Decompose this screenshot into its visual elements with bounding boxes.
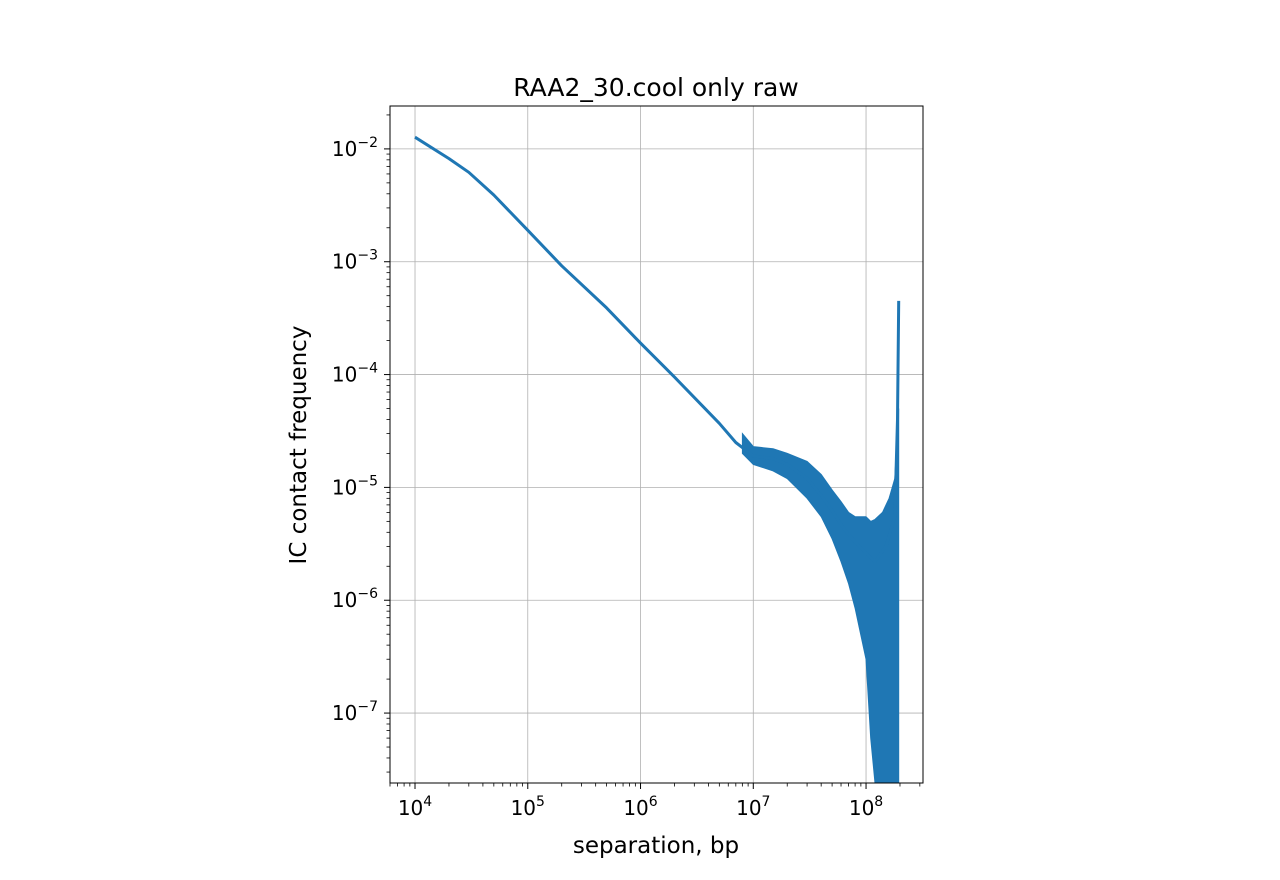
plot-frame — [389, 105, 924, 784]
y-tick-label: 10−7 — [332, 699, 378, 725]
series-line — [414, 135, 901, 564]
x-tick-label: 104 — [398, 794, 432, 820]
y-axis-label: IC contact frequency — [286, 326, 312, 565]
series — [414, 135, 901, 564]
y-tick-label: 10−3 — [332, 248, 378, 274]
grid — [390, 106, 923, 783]
x-tick-label: 107 — [736, 794, 770, 820]
tick-marks — [384, 148, 867, 789]
x-tick-label: 106 — [623, 794, 657, 820]
chart-title: RAA2_30.cool only raw — [513, 73, 799, 102]
x-axis-label: separation, bp — [573, 833, 739, 859]
y-tick-label: 10−5 — [332, 473, 378, 499]
x-tick-label: 108 — [849, 794, 883, 820]
minor-ticks — [386, 114, 921, 787]
y-tick-label: 10−2 — [332, 135, 378, 161]
noise-band-area — [741, 408, 900, 784]
noise-band — [741, 408, 900, 784]
x-tick-label: 105 — [511, 794, 545, 820]
y-tick-label: 10−4 — [332, 361, 378, 387]
y-tick-label: 10−6 — [332, 586, 378, 612]
